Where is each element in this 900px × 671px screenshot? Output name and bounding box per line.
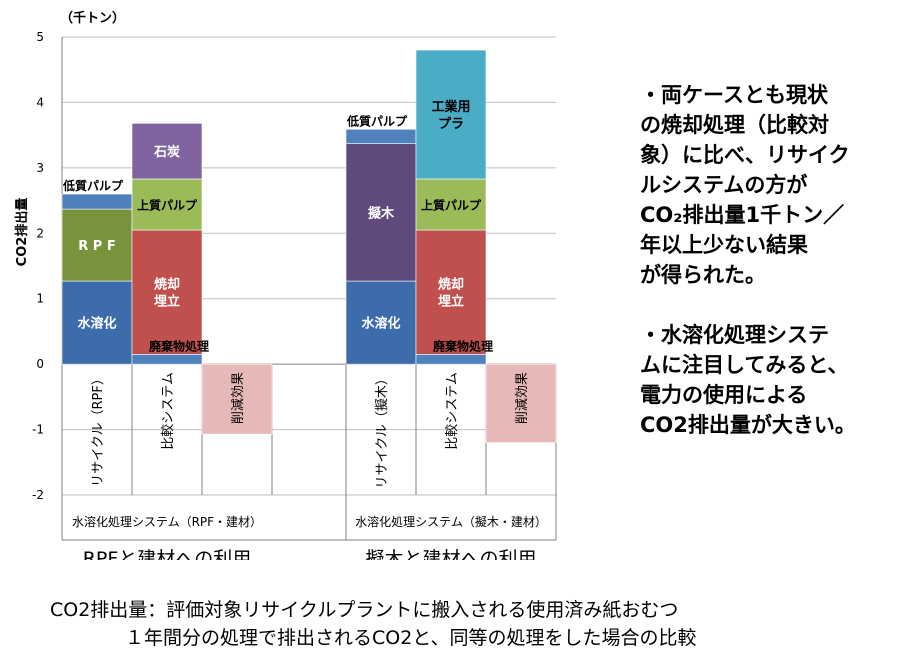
category-label: 削減効果	[230, 372, 246, 424]
footer-caption: CO2排出量：評価対象リサイクルプラントに搬入される使用済み紙おむつ １年間分の…	[0, 596, 900, 652]
footer-line-2: １年間分の処理で排出されるCO2と、同等の処理をした場合の比較	[125, 627, 697, 649]
category-label: リサイクル（擬木）	[374, 372, 390, 488]
footer-line-1: CO2排出量：評価対象リサイクルプラントに搬入される使用済み紙おむつ	[50, 599, 679, 621]
segment-label: プラ	[438, 117, 464, 132]
bar-segment	[131, 354, 203, 365]
segment-label: 廃棄物処理	[433, 338, 493, 353]
category-label: リサイクル（RPF）	[91, 372, 106, 487]
segment-label: 埋立	[438, 294, 464, 310]
note-observation: ・水溶化処理システ ムに注目してみると、 電力の使用による CO2排出量が大きい…	[640, 323, 856, 437]
segment-label: 石炭	[153, 144, 180, 160]
bar-segment	[415, 178, 487, 231]
group-title: 擬木と建材への利用	[365, 548, 536, 560]
segment-label: 埋立	[154, 294, 180, 310]
note-summary: ・両ケースとも現状 の焼却処理（比較対 象）に比べ、リサイク ルシステムの方が …	[640, 83, 850, 287]
y-tick-label: 0	[36, 357, 44, 371]
bar-segment	[415, 49, 487, 180]
y-tick-label: 3	[36, 161, 44, 175]
segment-label: 上質パルプ	[421, 197, 482, 212]
y-tick-label: 1	[36, 292, 44, 306]
bar-segment	[415, 229, 487, 355]
segment-label: 低質パルプ	[346, 113, 408, 128]
group-label: 水溶化処理システム（擬木・建材）	[355, 514, 547, 529]
bar-segment	[61, 193, 133, 210]
segment-label: 工業用	[431, 99, 470, 115]
segment-label: 上質パルプ	[137, 197, 198, 212]
segment-label: 低質パルプ	[62, 178, 124, 193]
chart: （千トン） CO2排出量 -2 -1 0 1 2 3 4 5 水溶化 R P F 低質パルプリサイ…	[14, 10, 557, 560]
bar-segment	[485, 363, 557, 443]
unit-label: （千トン）	[60, 10, 125, 26]
bar-segment	[345, 128, 417, 144]
bar-segment	[131, 178, 203, 231]
segment-label: R P F	[78, 239, 115, 254]
segment-label: 焼却	[154, 277, 180, 293]
notes-panel: ・両ケースとも現状 の焼却処理（比較対 象）に比べ、リサイク ルシステムの方が …	[640, 50, 895, 470]
y-tick-label: -1	[32, 423, 44, 437]
category-label: 削減効果	[514, 372, 530, 424]
bar-segment	[345, 280, 417, 365]
bar-segment	[415, 354, 487, 365]
bar-segment	[345, 143, 417, 282]
segment-label: 水溶化	[77, 316, 116, 332]
category-label: 比較システム	[161, 372, 176, 450]
segment-label: 廃棄物処理	[149, 338, 209, 353]
bar-segment	[201, 363, 273, 435]
y-axis-label: CO2排出量	[14, 198, 30, 267]
y-tick-label: 4	[36, 95, 44, 109]
y-tick-label: -2	[32, 488, 44, 502]
y-tick-label: 2	[36, 226, 44, 240]
y-tick-label: 5	[36, 30, 44, 44]
bar-segment	[131, 123, 203, 180]
segment-label: 焼却	[438, 277, 464, 293]
segment-label: 擬木	[368, 205, 395, 221]
category-label: 比較システム	[445, 372, 460, 450]
stacked-bar-chart: （千トン） CO2排出量 -2 -1 0 1 2 3 4 5 水溶化 R P F 低質パルプリサイ…	[14, 10, 557, 560]
group-label: 水溶化処理システム（RPF・建材）	[72, 514, 262, 529]
segment-label: 水溶化	[361, 316, 400, 332]
group-title: RPFと建材への利用	[83, 548, 252, 560]
